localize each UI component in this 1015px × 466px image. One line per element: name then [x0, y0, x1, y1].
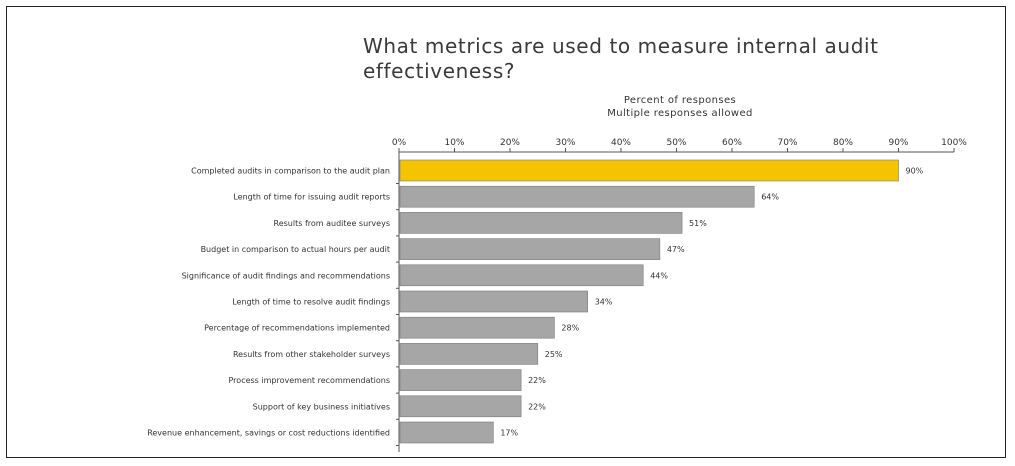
category-label: Completed audits in comparison to the au… — [191, 167, 390, 176]
value-label: 28% — [561, 324, 579, 333]
bar — [399, 421, 494, 444]
chart-frame — [6, 6, 1006, 458]
category-label: Support of key business initiatives — [253, 402, 390, 411]
value-label: 51% — [689, 219, 707, 228]
value-label: 47% — [667, 245, 685, 254]
bar — [399, 159, 899, 182]
bar — [399, 212, 683, 234]
x-tick-label: 40% — [611, 138, 631, 148]
value-label: 22% — [528, 376, 546, 385]
x-tick-label: 0% — [392, 138, 407, 148]
x-axis-note: Multiple responses allowed — [607, 108, 753, 119]
category-label: Budget in comparison to actual hours per… — [201, 245, 390, 254]
category-label: Results from other stakeholder surveys — [233, 350, 390, 359]
value-label: 90% — [906, 167, 924, 176]
value-label: 64% — [761, 193, 779, 202]
x-tick-label: 80% — [833, 138, 853, 148]
category-label: Significance of audit findings and recom… — [182, 271, 390, 280]
x-tick-label: 50% — [666, 138, 686, 148]
x-tick-label: 10% — [444, 138, 464, 148]
value-label: 44% — [650, 271, 668, 280]
category-label: Length of time for issuing audit reports — [233, 193, 390, 202]
value-label: 22% — [528, 402, 546, 411]
bar — [399, 395, 522, 418]
bar — [399, 185, 755, 208]
bar — [399, 238, 661, 260]
bar — [399, 264, 644, 287]
x-tick-label: 60% — [722, 138, 742, 148]
bar — [399, 369, 522, 391]
bar — [399, 343, 539, 365]
x-tick-label: 70% — [777, 138, 797, 148]
bar — [399, 290, 588, 313]
x-tick-label: 90% — [888, 138, 908, 148]
value-label: 25% — [545, 350, 563, 359]
chart-title: What metrics are used to measure interna… — [363, 34, 879, 83]
x-tick-label: 30% — [555, 138, 575, 148]
value-label: 34% — [595, 298, 613, 307]
category-label: Length of time to resolve audit findings — [232, 298, 390, 307]
value-label: 17% — [500, 429, 518, 438]
x-tick-label: 20% — [500, 138, 520, 148]
x-axis-title: Percent of responses — [623, 95, 737, 106]
category-label: Process improvement recommendations — [229, 376, 391, 385]
category-label: Results from auditee surveys — [274, 219, 390, 228]
x-tick-label: 100% — [941, 138, 967, 148]
bar — [399, 316, 555, 339]
category-label: Percentage of recommendations implemente… — [204, 324, 390, 333]
category-label: Revenue enhancement, savings or cost red… — [147, 429, 390, 438]
